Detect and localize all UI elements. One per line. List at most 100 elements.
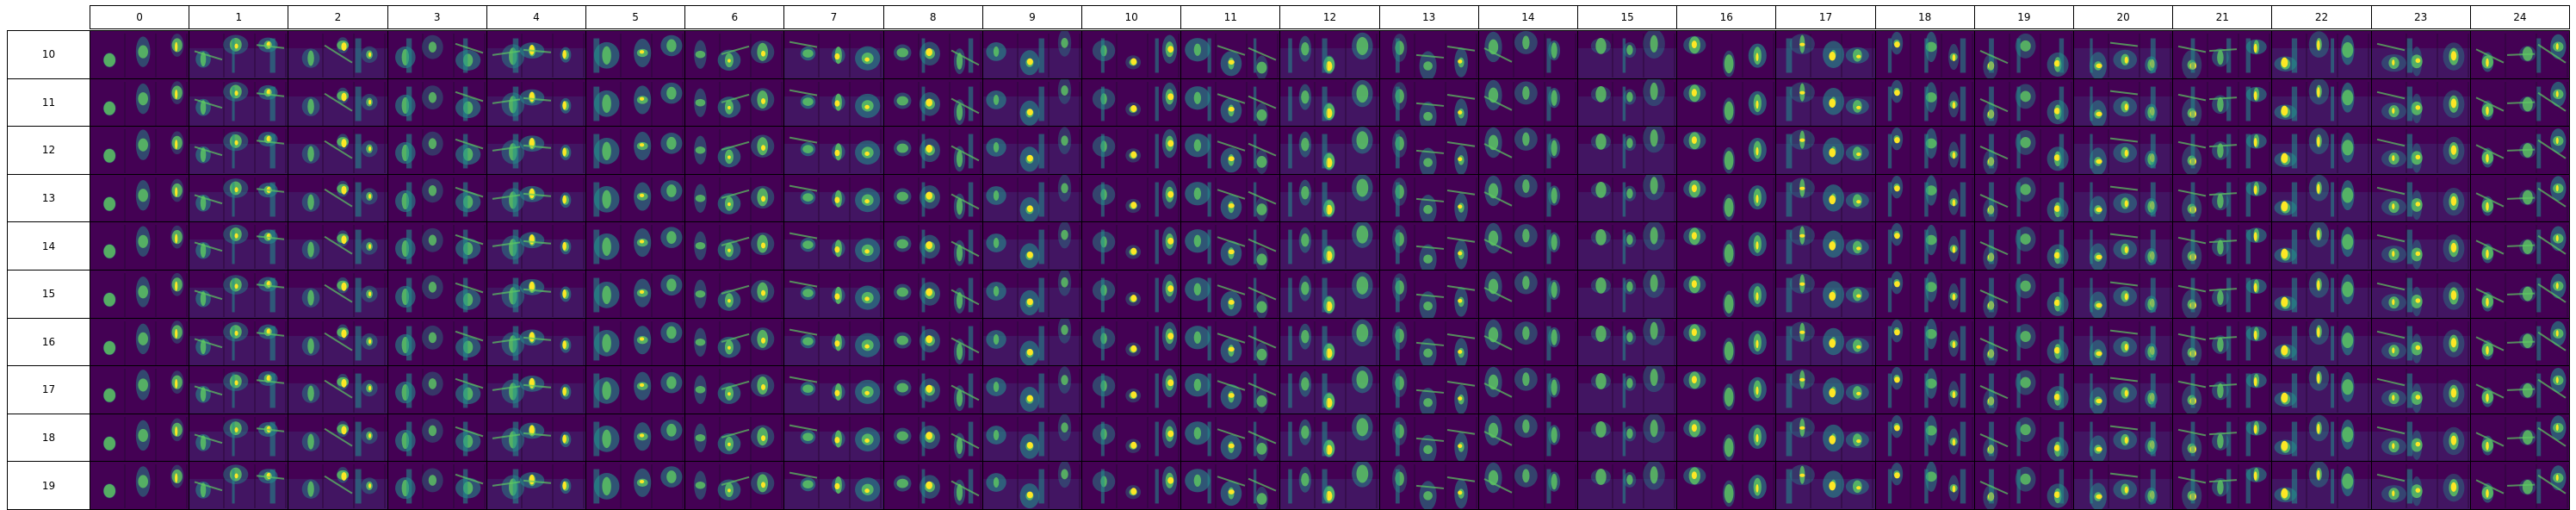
cell-texture <box>685 127 784 174</box>
cell-texture <box>2272 318 2371 366</box>
column-header-3: 3 <box>387 5 487 29</box>
cell-texture <box>387 366 486 414</box>
cell-texture <box>2173 271 2272 318</box>
heatmap-cell-r12-c13 <box>1378 126 1479 175</box>
cell-texture <box>1478 31 1577 78</box>
cell-texture <box>883 222 982 270</box>
cell-texture <box>685 366 784 414</box>
cell-texture <box>387 31 486 78</box>
heatmap-cell-r15-c2 <box>288 270 388 319</box>
heatmap-cell-r14-c15 <box>1577 221 1678 271</box>
cell-texture <box>2470 462 2569 509</box>
cell-texture <box>1578 174 1677 222</box>
cell-texture <box>387 127 486 174</box>
cell-texture <box>1776 462 1875 509</box>
cell-texture <box>1379 78 1478 127</box>
heatmap-cell-r19-c15 <box>1577 461 1678 510</box>
cell-texture <box>1776 318 1875 366</box>
heatmap-cell-r18-c8 <box>882 413 983 463</box>
heatmap-cell-r19-c1 <box>189 461 289 510</box>
cell-texture <box>1578 222 1677 270</box>
cell-texture <box>2272 271 2371 318</box>
heatmap-cell-r14-c3 <box>387 221 487 271</box>
cell-texture <box>1181 222 1280 270</box>
column-header-9: 9 <box>981 5 1082 29</box>
heatmap-cell-r10-c21 <box>2172 30 2273 79</box>
cell-texture <box>2074 222 2173 270</box>
cell-texture <box>586 222 685 270</box>
heatmap-cell-r16-c6 <box>684 317 785 367</box>
heatmap-cell-r19-c8 <box>882 461 983 510</box>
cell-texture <box>2074 127 2173 174</box>
heatmap-cell-r18-c10 <box>1081 413 1182 463</box>
cell-texture <box>90 366 189 414</box>
cell-texture <box>1478 222 1577 270</box>
cell-texture <box>189 462 288 509</box>
column-header-23: 23 <box>2370 5 2471 29</box>
heatmap-cell-r15-c21 <box>2172 270 2273 319</box>
heatmap-cell-r13-c1 <box>189 173 289 223</box>
heatmap-cell-r15-c24 <box>2469 270 2570 319</box>
cell-texture <box>2272 414 2371 462</box>
heatmap-cell-r12-c3 <box>387 126 487 175</box>
heatmap-cell-r15-c1 <box>189 270 289 319</box>
cell-texture <box>1776 127 1875 174</box>
cell-texture <box>90 462 189 509</box>
heatmap-cell-r18-c18 <box>1874 413 1975 463</box>
cell-texture <box>2272 31 2371 78</box>
heatmap-cell-r13-c2 <box>288 173 388 223</box>
cell-texture <box>387 318 486 366</box>
heatmap-cell-r19-c12 <box>1279 461 1380 510</box>
heatmap-cell-r12-c16 <box>1676 126 1777 175</box>
cell-texture <box>2371 271 2470 318</box>
cell-texture <box>1677 318 1776 366</box>
heatmap-cell-r16-c15 <box>1577 317 1678 367</box>
cell-texture <box>1181 127 1280 174</box>
heatmap-cell-r15-c11 <box>1180 270 1281 319</box>
cell-texture <box>883 127 982 174</box>
cell-texture <box>1478 318 1577 366</box>
heatmap-cell-r19-c13 <box>1378 461 1479 510</box>
heatmap-cell-r14-c2 <box>288 221 388 271</box>
heatmap-cell-r16-c24 <box>2469 317 2570 367</box>
heatmap-cell-r19-c18 <box>1874 461 1975 510</box>
heatmap-cell-r19-c17 <box>1775 461 1876 510</box>
cell-texture <box>982 174 1081 222</box>
heatmap-cell-r15-c9 <box>981 270 1082 319</box>
heatmap-cell-r11-c15 <box>1577 78 1678 128</box>
heatmap-cell-r10-c1 <box>189 30 289 79</box>
cell-texture <box>1478 78 1577 127</box>
heatmap-cell-r13-c0 <box>90 173 190 223</box>
heatmap-cell-r14-c12 <box>1279 221 1380 271</box>
heatmap-cell-r17-c20 <box>2073 365 2174 414</box>
cell-texture <box>586 414 685 462</box>
column-header-4: 4 <box>486 5 586 29</box>
cell-texture <box>883 414 982 462</box>
heatmap-cell-r18-c24 <box>2469 413 2570 463</box>
cell-texture <box>1875 78 1974 127</box>
cell-texture <box>1379 271 1478 318</box>
heatmap-cell-r13-c21 <box>2172 173 2273 223</box>
cell-texture <box>2470 366 2569 414</box>
cell-texture <box>189 366 288 414</box>
cell-texture <box>2371 318 2470 366</box>
heatmap-cell-r11-c3 <box>387 78 487 128</box>
heatmap-cell-r19-c0 <box>90 461 190 510</box>
heatmap-cell-r13-c22 <box>2271 173 2372 223</box>
heatmap-cell-r18-c22 <box>2271 413 2372 463</box>
column-header-8: 8 <box>882 5 983 29</box>
cell-texture <box>2074 271 2173 318</box>
heatmap-cell-r17-c6 <box>684 365 785 414</box>
cell-texture <box>1478 127 1577 174</box>
heatmap-cell-r16-c22 <box>2271 317 2372 367</box>
heatmap-cell-r10-c19 <box>1973 30 2074 79</box>
heatmap-cell-r10-c18 <box>1874 30 1975 79</box>
column-header-13: 13 <box>1378 5 1479 29</box>
cell-texture <box>685 414 784 462</box>
heatmap-cell-r16-c3 <box>387 317 487 367</box>
cell-texture <box>189 414 288 462</box>
heatmap-cell-r11-c0 <box>90 78 190 128</box>
cell-texture <box>288 174 387 222</box>
cell-texture <box>2371 222 2470 270</box>
heatmap-cell-r16-c2 <box>288 317 388 367</box>
